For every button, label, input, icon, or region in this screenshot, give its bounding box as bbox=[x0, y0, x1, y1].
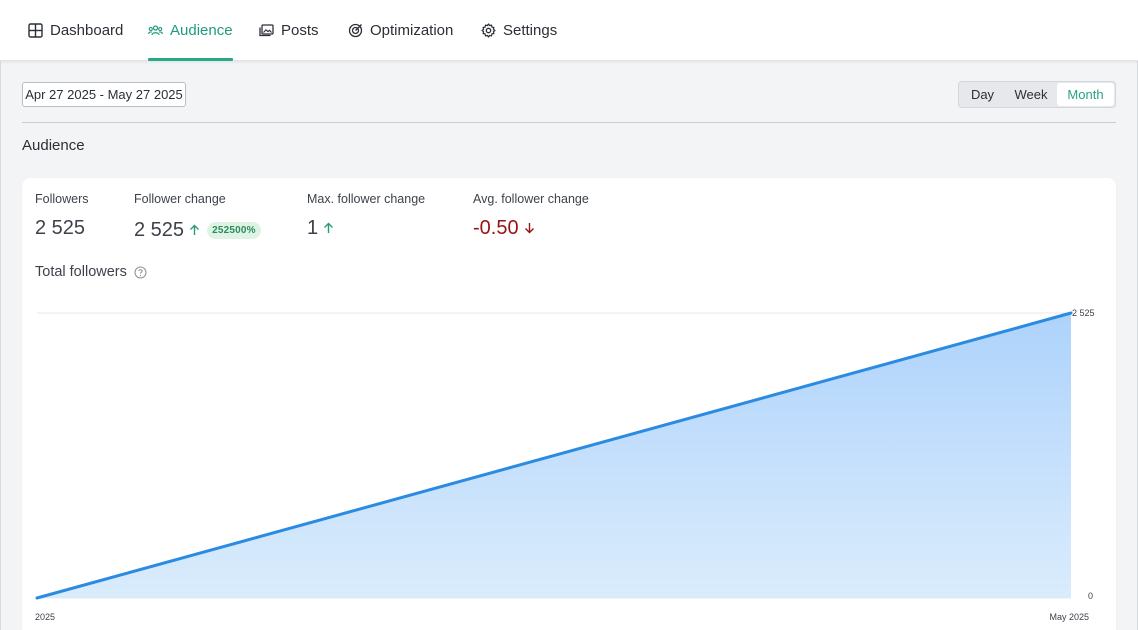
stat-value: 2 525 bbox=[134, 218, 185, 241]
tab-optimization[interactable]: Optimization bbox=[348, 0, 453, 61]
y-tick-label-min: 0 bbox=[1088, 591, 1093, 601]
tab-settings[interactable]: Settings bbox=[481, 0, 557, 61]
tab-dashboard[interactable]: Dashboard bbox=[28, 0, 123, 61]
chart-title: Total followers bbox=[35, 264, 147, 280]
posts-images-icon bbox=[259, 23, 274, 38]
tab-label: Settings bbox=[503, 22, 558, 39]
stat-label: Followers bbox=[35, 192, 89, 206]
granularity-toggle: Day Week Month bbox=[958, 81, 1116, 108]
tab-label: Dashboard bbox=[50, 22, 124, 39]
arrow-up-icon bbox=[323, 222, 334, 234]
tab-label: Audience bbox=[170, 22, 233, 39]
tab-posts[interactable]: Posts bbox=[259, 0, 319, 61]
tab-label: Optimization bbox=[370, 22, 454, 39]
stat-max-follower-change: Max. follower change 1 bbox=[307, 192, 425, 241]
section-title: Audience bbox=[22, 137, 85, 154]
granularity-month-button[interactable]: Month bbox=[1057, 83, 1114, 106]
granularity-day-button[interactable]: Day bbox=[970, 87, 995, 102]
help-icon[interactable] bbox=[134, 266, 147, 279]
stat-avg-follower-change: Avg. follower change -0.50 bbox=[473, 192, 589, 241]
granularity-week-button[interactable]: Week bbox=[1014, 87, 1048, 102]
audience-icon bbox=[148, 23, 163, 38]
stat-value: 1 bbox=[307, 216, 319, 239]
y-tick-label-max: 2 525 bbox=[1072, 308, 1095, 318]
tab-label: Posts bbox=[281, 22, 319, 39]
top-navigation: Dashboard Audience Posts Optimization Se… bbox=[0, 0, 1138, 61]
stat-label: Avg. follower change bbox=[473, 192, 589, 206]
arrow-up-icon bbox=[189, 224, 200, 236]
tab-audience[interactable]: Audience bbox=[148, 0, 233, 61]
stat-label: Max. follower change bbox=[307, 192, 426, 206]
section-divider bbox=[22, 122, 1116, 123]
audience-card: Followers 2 525 Follower change 2 525 25… bbox=[22, 178, 1116, 630]
x-tick-label-end: May 2025 bbox=[1049, 612, 1089, 622]
total-followers-chart: 2 525 0 2025 May 2025 bbox=[35, 308, 1095, 622]
date-range-picker[interactable]: Apr 27 2025 - May 27 2025 bbox=[22, 82, 186, 107]
stat-follower-change: Follower change 2 525 252500% bbox=[134, 192, 261, 243]
gear-icon bbox=[481, 23, 496, 38]
stat-label: Follower change bbox=[134, 192, 226, 206]
dashboard-grid-icon bbox=[28, 23, 43, 38]
chart-title-text: Total followers bbox=[35, 264, 127, 280]
followers-series-line bbox=[35, 311, 1073, 600]
stat-value: 2 525 bbox=[35, 216, 86, 239]
x-tick-label-start: 2025 bbox=[35, 612, 55, 622]
percent-change-badge: 252500% bbox=[207, 221, 261, 239]
stat-value: -0.50 bbox=[473, 216, 519, 239]
target-icon bbox=[348, 23, 363, 38]
arrow-down-icon bbox=[524, 222, 535, 234]
stat-followers: Followers 2 525 bbox=[35, 192, 89, 241]
